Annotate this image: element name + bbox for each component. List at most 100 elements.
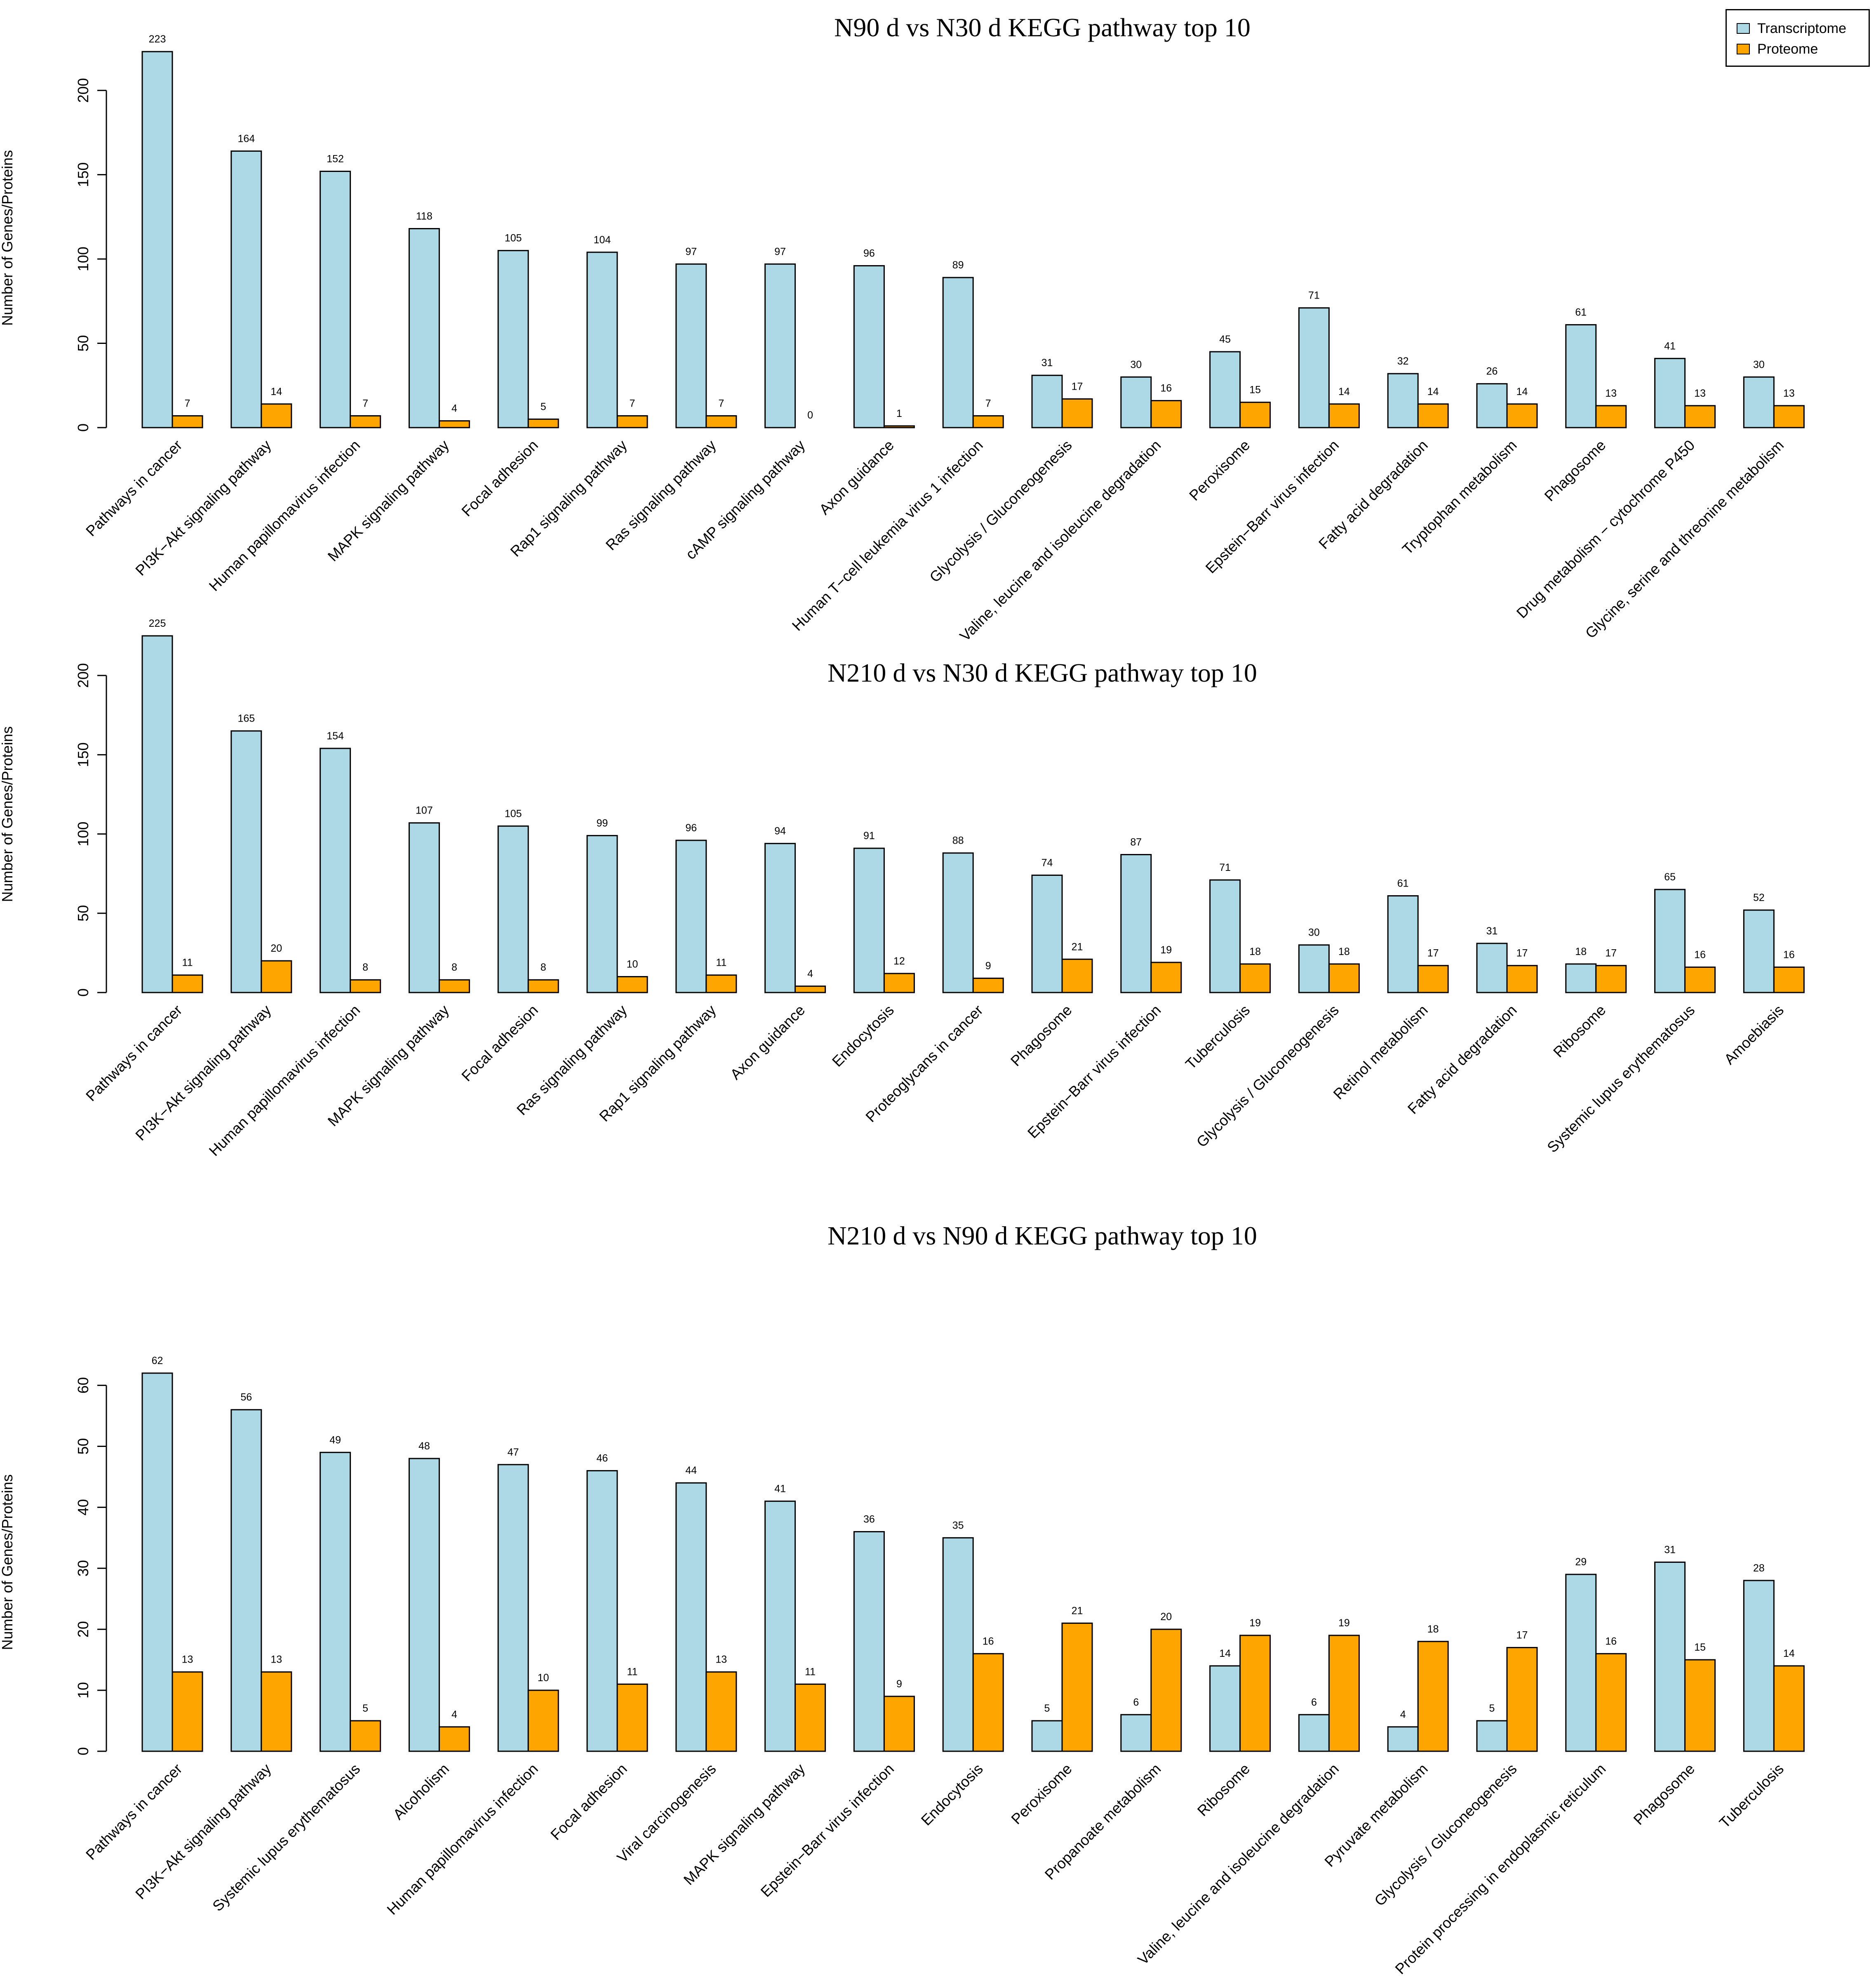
data-label-proteome: 14 <box>1338 386 1350 398</box>
bar-transcriptome <box>853 847 885 993</box>
category-label: Alcoholism <box>390 1760 452 1823</box>
bar-proteome <box>795 1683 826 1752</box>
bar-transcriptome <box>141 1372 173 1752</box>
data-label-proteome: 7 <box>718 398 724 409</box>
data-label-proteome: 15 <box>1694 1642 1706 1653</box>
category-label: Glycolysis / Gluconeogenesis <box>1371 1760 1520 1909</box>
category-label: Pathways in cancer <box>82 437 186 540</box>
data-label-transcriptome: 44 <box>685 1465 697 1476</box>
data-label-transcriptome: 87 <box>1130 837 1142 848</box>
bar-transcriptome <box>1387 1726 1419 1752</box>
bar-transcriptome <box>1031 374 1063 428</box>
bar-transcriptome <box>853 265 885 428</box>
bar-transcriptome <box>1031 1720 1063 1752</box>
bar-proteome <box>1417 403 1449 428</box>
y-axis-label: Number of Genes/Proteins <box>0 150 16 326</box>
category-label: Glycine, serine and threonine metabolism <box>1582 437 1787 642</box>
bar-proteome <box>1239 402 1271 428</box>
category-label: Pathways in cancer <box>82 1002 186 1105</box>
y-tick-label: 60 <box>75 1377 92 1394</box>
data-label-proteome: 14 <box>270 386 282 398</box>
y-tick-label: 10 <box>75 1682 92 1698</box>
bar-transcriptome <box>1565 963 1597 993</box>
bar-proteome <box>350 415 381 428</box>
data-label-transcriptome: 97 <box>774 246 786 257</box>
category-label: Valine, leucine and isoleucine degradati… <box>1134 1760 1342 1968</box>
bar-proteome <box>1061 398 1093 428</box>
bar-transcriptome <box>1031 875 1063 993</box>
bar-proteome <box>438 979 470 993</box>
bar-transcriptome <box>230 1409 262 1752</box>
bar-transcriptome <box>764 263 796 428</box>
category-label: Focal adhesion <box>458 1002 541 1085</box>
bar-proteome <box>1061 958 1093 993</box>
data-label-proteome: 13 <box>715 1654 727 1665</box>
chart-panel-2: N210 d vs N30 d KEGG pathway top 10 Numbe… <box>0 618 1805 1159</box>
data-label-proteome: 19 <box>1249 1617 1261 1629</box>
data-label-transcriptome: 91 <box>863 830 875 842</box>
y-tick-label: 0 <box>75 1747 92 1755</box>
data-label-proteome: 11 <box>805 1666 816 1677</box>
y-tick-label: 150 <box>75 162 92 187</box>
data-label-transcriptome: 49 <box>329 1434 341 1446</box>
data-label-proteome: 12 <box>893 955 905 967</box>
data-label-transcriptome: 118 <box>416 211 433 222</box>
data-label-transcriptome: 104 <box>594 234 611 246</box>
data-label-transcriptome: 30 <box>1753 359 1765 370</box>
bar-transcriptome <box>1387 373 1419 428</box>
data-label-proteome: 7 <box>630 398 635 409</box>
bar-proteome <box>883 973 915 993</box>
data-label-proteome: 0 <box>807 409 813 421</box>
legend-item-transcriptome: Transcriptome <box>1737 20 1846 37</box>
data-label-proteome: 16 <box>1783 949 1795 960</box>
data-label-transcriptome: 31 <box>1664 1544 1676 1556</box>
bar-proteome <box>1506 965 1538 993</box>
data-label-proteome: 16 <box>983 1635 994 1647</box>
data-label-proteome: 7 <box>362 398 368 409</box>
bar-proteome <box>1150 1628 1182 1752</box>
bar-transcriptome <box>1209 1665 1241 1752</box>
bar-proteome <box>1239 1635 1271 1752</box>
bar-transcriptome <box>1476 1720 1508 1752</box>
legend-swatch-proteome <box>1737 44 1750 54</box>
data-label-transcriptome: 29 <box>1575 1556 1587 1568</box>
bar-transcriptome <box>1565 1574 1597 1752</box>
data-label-proteome: 1 <box>896 408 902 419</box>
bar-proteome <box>1328 403 1360 428</box>
bar-proteome <box>172 415 203 428</box>
data-label-proteome: 13 <box>270 1654 282 1665</box>
bar-proteome <box>350 979 381 993</box>
data-label-transcriptome: 26 <box>1486 366 1498 377</box>
data-label-proteome: 18 <box>1249 946 1261 957</box>
bar-proteome <box>527 419 559 428</box>
bar-transcriptome <box>497 1464 529 1752</box>
bar-transcriptome <box>1120 854 1152 993</box>
bar-transcriptome <box>230 150 262 428</box>
y-tick-label: 40 <box>75 1499 92 1515</box>
data-label-transcriptome: 6 <box>1311 1696 1317 1708</box>
category-label: Systemic lupus erythematosus <box>1544 1002 1698 1156</box>
bar-transcriptome <box>1654 1562 1686 1752</box>
data-label-proteome: 21 <box>1072 941 1083 953</box>
y-axis-label: Number of Genes/Proteins <box>0 1474 16 1650</box>
data-label-transcriptome: 18 <box>1575 946 1587 957</box>
data-label-transcriptome: 71 <box>1219 862 1231 873</box>
category-label: Ribosome <box>1194 1760 1253 1820</box>
bar-proteome <box>705 974 737 993</box>
y-tick-label: 100 <box>75 822 92 847</box>
bar-transcriptome <box>853 1531 885 1752</box>
bar-proteome <box>1595 965 1627 993</box>
bar-proteome <box>972 1653 1004 1752</box>
bar-proteome <box>1773 1665 1805 1752</box>
data-label-transcriptome: 61 <box>1397 877 1409 889</box>
data-label-transcriptome: 71 <box>1308 290 1320 301</box>
bar-proteome <box>261 1671 292 1752</box>
bar-proteome <box>616 976 648 993</box>
data-label-transcriptome: 52 <box>1753 892 1765 903</box>
bar-transcriptome <box>1476 943 1508 993</box>
category-label: Amoebiasis <box>1721 1002 1787 1068</box>
chart-panel-1: N90 d vs N30 d KEGG pathway top 10 Number… <box>0 13 1805 645</box>
data-label-proteome: 10 <box>538 1672 549 1684</box>
bar-transcriptome <box>942 852 974 993</box>
